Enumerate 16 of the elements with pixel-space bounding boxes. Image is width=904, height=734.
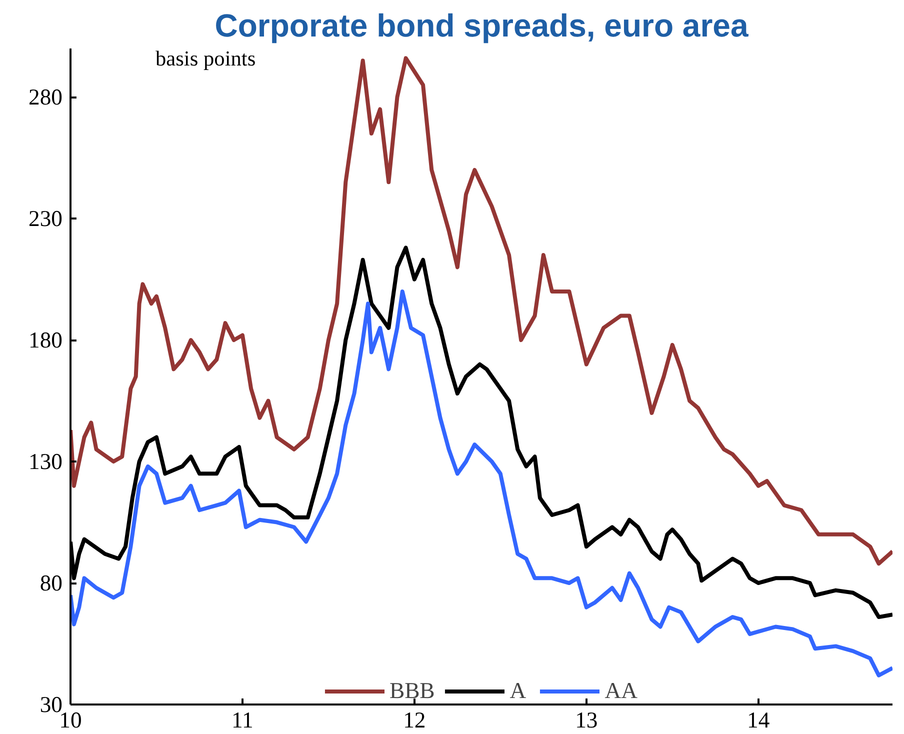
legend-label: A [510,678,528,704]
y-axis-title: basis points [156,46,256,70]
y-tick-label: 130 [28,449,62,474]
y-tick-label: 30 [40,692,62,717]
y-tick-label: 230 [28,206,62,232]
x-tick-label: 12 [403,708,426,732]
y-tick-label: 280 [28,84,62,110]
chart-title: Corporate bond spreads, euro area [214,8,748,44]
x-tick-label: 14 [747,708,770,732]
legend-label: BBB [389,678,435,704]
x-tick-label: 13 [575,708,598,732]
y-tick-label: 180 [28,328,62,353]
line-series [70,289,892,678]
y-tick-label: 80 [40,570,62,596]
legend-label: AA [604,678,638,704]
x-tick-label: 11 [232,708,254,732]
